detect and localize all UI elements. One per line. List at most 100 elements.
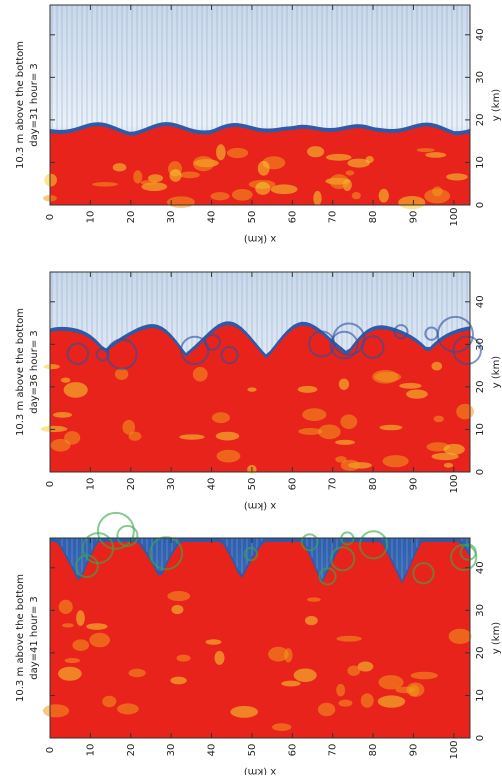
eddy-speckle bbox=[147, 174, 163, 183]
panel: 0 10 20 30 40 50 60 70 80 90 100 0 10 20 30 40 x (km) y (… bbox=[15, 4, 502, 244]
x-tick-label: 40 bbox=[207, 744, 218, 757]
x-tick-label: 90 bbox=[408, 744, 419, 757]
x-axis-label: x (km) bbox=[244, 500, 277, 511]
eddy-speckle bbox=[176, 654, 191, 662]
eddy-speckle bbox=[257, 160, 270, 176]
eddy-speckle bbox=[128, 668, 146, 678]
eddy-speckle bbox=[167, 590, 191, 602]
x-tick-label: 60 bbox=[287, 478, 298, 491]
eddy-speckle bbox=[122, 419, 136, 435]
x-tick-label: 40 bbox=[207, 478, 218, 491]
eddy-speckle bbox=[169, 169, 182, 182]
eddy-speckle bbox=[443, 462, 453, 468]
eddy-speckle bbox=[410, 671, 438, 680]
x-axis-label: x (km) bbox=[244, 233, 277, 244]
eddy-speckle bbox=[336, 635, 362, 642]
x-tick-label: 50 bbox=[247, 478, 258, 491]
y-tick-label: 40 bbox=[475, 28, 486, 41]
x-tick-label: 0 bbox=[45, 747, 56, 753]
cold-water bbox=[50, 325, 470, 472]
cold-water bbox=[50, 542, 470, 738]
eddy-speckle bbox=[247, 387, 257, 392]
panel: 0 10 20 30 40 50 60 70 80 90 100 0 10 20 30 40 x (km) y (… bbox=[15, 271, 502, 511]
eddy-speckle bbox=[297, 385, 318, 393]
eddy-speckle bbox=[307, 146, 325, 158]
eddy-speckle bbox=[205, 639, 222, 645]
x-tick-label: 70 bbox=[328, 478, 339, 491]
x-tick-label: 90 bbox=[408, 211, 419, 224]
eddy-speckle bbox=[318, 424, 341, 440]
eddy-speckle bbox=[431, 452, 459, 461]
eddy-speckle bbox=[456, 403, 474, 420]
x-tick-label: 40 bbox=[207, 211, 218, 224]
eddy-speckle bbox=[378, 675, 404, 690]
eddy-speckle bbox=[302, 408, 327, 422]
eddy-ring bbox=[412, 562, 435, 585]
eddy-speckle bbox=[336, 683, 346, 697]
eddy-speckle bbox=[215, 431, 240, 441]
eddy-speckle bbox=[40, 425, 68, 433]
eddy-speckle bbox=[255, 181, 271, 195]
eddy-speckle bbox=[216, 144, 226, 161]
panel-label: day=36 hour= 3 bbox=[29, 330, 40, 414]
eddy-speckle bbox=[340, 414, 358, 429]
eddy-speckle bbox=[406, 389, 428, 399]
eddy-speckle bbox=[58, 666, 82, 681]
eddy-speckle bbox=[307, 597, 321, 602]
eddy-speckle bbox=[52, 412, 73, 418]
eddy-ring bbox=[360, 335, 385, 359]
eddy-ring bbox=[180, 335, 210, 366]
eddy-speckle bbox=[377, 695, 406, 708]
x-tick-label: 20 bbox=[126, 478, 137, 491]
panel-label: day=41 hour= 3 bbox=[29, 596, 40, 680]
eddy-speckle bbox=[446, 173, 468, 181]
y-tick-label: 0 bbox=[475, 469, 486, 475]
eddy-speckle bbox=[433, 415, 444, 423]
eddy-speckle bbox=[399, 382, 422, 389]
eddy-speckle bbox=[76, 610, 85, 626]
eddy-ring bbox=[329, 330, 359, 360]
x-tick-label: 50 bbox=[247, 211, 258, 224]
plot-frame bbox=[49, 271, 471, 473]
x-tick-label: 20 bbox=[126, 211, 137, 224]
eddy-speckle bbox=[211, 412, 230, 424]
eddy-speckle bbox=[360, 693, 374, 708]
y-tick-label: 10 bbox=[475, 689, 486, 702]
panel-label: 10.3 m above the bottom bbox=[15, 574, 26, 702]
eddy-speckle bbox=[443, 443, 465, 455]
panel-label: 10.3 m above the bottom bbox=[15, 41, 26, 169]
eddy-speckle bbox=[395, 686, 415, 694]
y-tick-label: 30 bbox=[475, 338, 486, 351]
eddy-speckle bbox=[345, 170, 355, 176]
eddy-speckle bbox=[231, 188, 253, 201]
x-tick-label: 20 bbox=[126, 744, 137, 757]
eddy-speckle bbox=[170, 676, 187, 685]
y-tick-label: 10 bbox=[475, 156, 486, 169]
eddy-speckle bbox=[64, 431, 81, 445]
eddy-speckle bbox=[89, 632, 111, 648]
panel: 0 10 20 30 40 50 60 70 80 90 100 0 10 20 30 40 x (km) y (… bbox=[15, 511, 502, 777]
eddy-speckle bbox=[50, 438, 71, 452]
eddy-speckle bbox=[133, 170, 143, 184]
eddy-speckle bbox=[317, 702, 336, 717]
panel-label: day=31 hour= 3 bbox=[29, 63, 40, 147]
eddy-speckle bbox=[351, 192, 361, 200]
eddy-speckle bbox=[293, 668, 317, 682]
x-tick-label: 30 bbox=[166, 744, 177, 757]
eddy-speckle bbox=[329, 174, 349, 190]
y-tick-label: 40 bbox=[475, 561, 486, 574]
eddy-speckle bbox=[61, 623, 74, 628]
eddy-speckle bbox=[357, 661, 374, 672]
y-tick-label: 20 bbox=[475, 114, 486, 127]
eddy-speckle bbox=[140, 180, 158, 186]
eddy-speckle bbox=[91, 182, 118, 187]
x-tick-label: 10 bbox=[85, 478, 96, 491]
eddy-speckle bbox=[382, 455, 409, 468]
x-tick-label: 80 bbox=[368, 211, 379, 224]
eddy-ring bbox=[300, 533, 319, 552]
eddy-speckle bbox=[214, 650, 225, 665]
plot-frame bbox=[49, 4, 471, 206]
y-tick-label: 40 bbox=[475, 295, 486, 308]
x-tick-label: 60 bbox=[287, 211, 298, 224]
eddy-speckle bbox=[378, 188, 389, 203]
